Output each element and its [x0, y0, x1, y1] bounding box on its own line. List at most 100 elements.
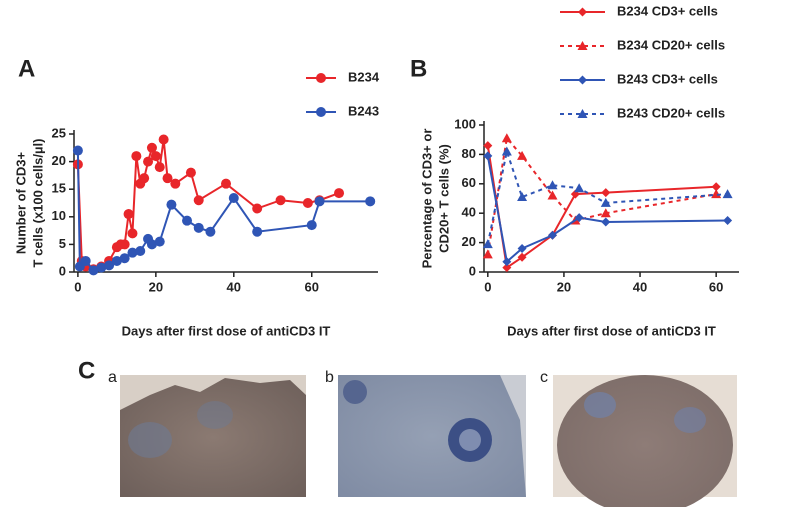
image-label: c [540, 369, 548, 386]
legend-marker [316, 107, 326, 117]
x-tick-label: 20 [149, 279, 163, 294]
data-point [119, 239, 130, 250]
y-tick-label: 60 [462, 175, 476, 190]
data-point [88, 265, 99, 276]
y-axis-label: T cells (x100 cells/µl) [30, 139, 45, 268]
data-point [80, 255, 91, 266]
legend-label: B243 [348, 103, 379, 118]
data-point [104, 260, 115, 271]
data-point [193, 222, 204, 233]
y-tick-label: 20 [52, 153, 66, 168]
y-axis-label: Percentage of CD3+ or [419, 129, 434, 269]
data-point [228, 193, 239, 204]
data-point [482, 249, 493, 259]
data-point [131, 151, 142, 162]
data-point [483, 141, 493, 151]
y-tick-label: 40 [462, 205, 476, 220]
data-point [205, 226, 216, 237]
y-tick-label: 15 [52, 181, 66, 196]
x-tick-label: 0 [484, 279, 491, 294]
data-point [501, 146, 512, 156]
data-point [119, 253, 130, 264]
y-tick-label: 5 [59, 236, 66, 251]
x-axis-label: Days after first dose of antiCD3 IT [122, 323, 331, 338]
data-point [482, 239, 493, 249]
data-point [517, 252, 527, 262]
series-line [76, 150, 371, 272]
data-point [193, 195, 204, 206]
data-point [127, 247, 138, 258]
data-point [365, 196, 376, 207]
data-point [185, 167, 196, 178]
data-point [502, 257, 512, 267]
data-point [314, 196, 325, 207]
x-axis-label: Days after first dose of antiCD3 IT [507, 323, 716, 338]
micrograph-a [120, 375, 306, 497]
y-tick-label: 0 [59, 263, 66, 278]
data-point [722, 189, 733, 199]
data-point [548, 230, 558, 240]
x-tick-label: 60 [305, 279, 319, 294]
data-point [547, 190, 558, 200]
x-tick-label: 40 [227, 279, 241, 294]
data-point [574, 213, 584, 223]
x-tick-label: 20 [557, 279, 571, 294]
legend-marker [578, 75, 587, 85]
y-tick-label: 25 [52, 125, 66, 140]
y-axis-label: Number of CD3+ [13, 151, 28, 254]
data-point [150, 151, 161, 162]
data-point [723, 216, 733, 226]
data-point [501, 133, 512, 143]
data-point [111, 255, 122, 266]
x-tick-label: 60 [709, 279, 723, 294]
data-point [517, 243, 527, 253]
data-point [146, 239, 157, 250]
data-point [221, 178, 231, 189]
data-point [72, 145, 83, 156]
data-point [601, 188, 611, 198]
y-tick-label: 0 [469, 263, 476, 278]
micrograph-b [338, 375, 526, 497]
y-tick-label: 20 [462, 234, 476, 249]
data-point [166, 199, 177, 210]
data-point [517, 192, 528, 202]
data-point [96, 262, 107, 273]
data-point [334, 188, 345, 199]
data-point [502, 263, 512, 273]
data-point [547, 180, 558, 190]
x-tick-label: 40 [633, 279, 647, 294]
y-tick-label: 100 [454, 116, 476, 131]
legend-marker [577, 109, 588, 118]
data-point [139, 173, 150, 184]
data-point [711, 189, 722, 199]
legend-label: B234 CD3+ cells [617, 3, 718, 18]
data-point [252, 226, 263, 237]
image-label: a [108, 369, 117, 386]
data-point [517, 150, 528, 160]
data-point [574, 183, 585, 193]
data-point [127, 228, 138, 239]
y-tick-label: 10 [52, 208, 66, 223]
data-point [483, 151, 493, 161]
x-tick-label: 0 [74, 279, 81, 294]
data-point [302, 198, 313, 208]
image-label: b [325, 369, 334, 386]
panel-label: C [78, 357, 95, 384]
data-point [711, 182, 721, 192]
panel-label: A [18, 55, 35, 82]
data-point [154, 162, 165, 173]
data-point [162, 173, 173, 184]
data-point [170, 178, 181, 189]
micrograph-c [553, 375, 737, 507]
legend-label: B243 CD20+ cells [617, 105, 725, 120]
legend-label: B234 CD20+ cells [617, 37, 725, 52]
legend-marker [316, 73, 326, 83]
data-point [154, 236, 165, 247]
legend-marker [578, 7, 587, 17]
data-point [275, 195, 286, 206]
data-point [146, 142, 157, 153]
data-point [182, 215, 193, 226]
y-axis-label: CD20+ T cells (%) [436, 144, 451, 253]
data-point [123, 209, 134, 220]
